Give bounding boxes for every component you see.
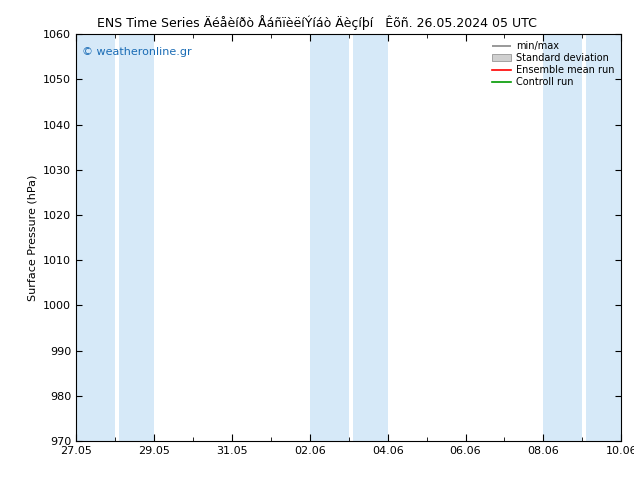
Bar xyxy=(119,34,154,441)
Text: ENS Time Series Äéåèíðò ÅáñïèëíÝíáò Äèçíþí   Êõñ. 26.05.2024 05 UTC: ENS Time Series Äéåèíðò ÅáñïèëíÝíáò Äèçí… xyxy=(97,15,537,30)
Bar xyxy=(76,34,115,441)
Bar xyxy=(353,34,387,441)
Text: © weatheronline.gr: © weatheronline.gr xyxy=(82,47,191,56)
Bar xyxy=(310,34,349,441)
Bar xyxy=(586,34,621,441)
Legend: min/max, Standard deviation, Ensemble mean run, Controll run: min/max, Standard deviation, Ensemble me… xyxy=(489,39,616,89)
Y-axis label: Surface Pressure (hPa): Surface Pressure (hPa) xyxy=(27,174,37,301)
Bar xyxy=(543,34,583,441)
